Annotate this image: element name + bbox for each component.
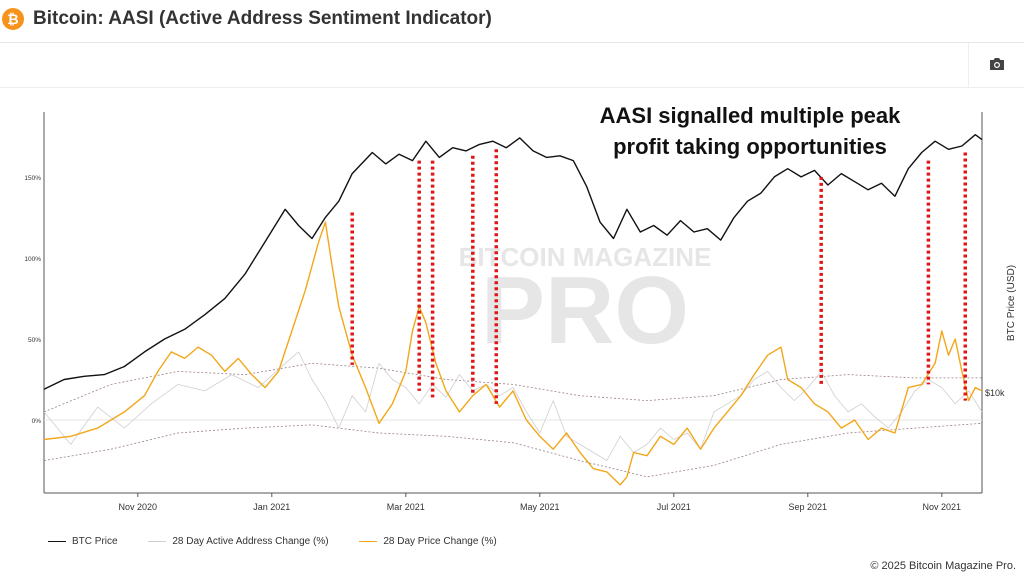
x-tick-label: Jul 2021 (657, 502, 691, 512)
y-tick-label: 150% (24, 175, 41, 182)
legend-label-price-change: 28 Day Price Change (%) (383, 536, 497, 547)
page-title: Bitcoin: AASI (Active Address Sentiment … (33, 8, 492, 29)
legend-item-active-address[interactable]: 28 Day Active Address Change (%) (148, 536, 329, 547)
annotation: AASI signalled multiple peak profit taki… (600, 103, 902, 159)
series-price-change (43, 221, 983, 486)
x-tick-label: Sep 2021 (789, 502, 828, 512)
header: ₿ Bitcoin: AASI (Active Address Sentimen… (0, 0, 1024, 43)
axes: 150% 100% 50% 0% Nov 2020 Jan 2021 Mar 2021 May… (24, 112, 1017, 512)
legend-label-btc: BTC Price (72, 536, 118, 547)
camera-button[interactable] (968, 43, 1024, 87)
x-tick-label: Nov 2021 (923, 502, 962, 512)
chart: BITCOIN MAGAZINE PRO 150% 100% 50% 0% Nov 20… (24, 103, 1017, 512)
legend-swatch-price-change (359, 540, 378, 542)
legend: BTC Price 28 Day Active Address Change (… (48, 536, 525, 547)
watermark-text-main: PRO (481, 257, 689, 364)
watermark-text-top: BITCOIN MAGAZINE (459, 242, 712, 272)
copyright: © 2025 Bitcoin Magazine Pro. (870, 560, 1016, 572)
legend-swatch-active-address (148, 540, 167, 542)
camera-icon (990, 58, 1004, 70)
x-tick-label: Jan 2021 (253, 502, 290, 512)
bitcoin-logo-icon: ₿ (2, 8, 24, 30)
watermark: BITCOIN MAGAZINE PRO (459, 242, 712, 364)
chart-toolbar (0, 43, 1024, 88)
annotation-line-2: profit taking opportunities (613, 134, 887, 159)
y-right-axis-label: BTC Price (USD) (1006, 265, 1017, 341)
peak-markers (350, 149, 967, 404)
series-layer (43, 134, 983, 486)
series-btc-price (43, 134, 983, 390)
series-active-address-change (43, 351, 983, 461)
legend-swatch-btc (48, 540, 66, 542)
annotation-line-1: AASI signalled multiple peak (600, 103, 902, 128)
x-tick-label: Nov 2020 (119, 502, 158, 512)
y-right-tick-label: $10k (985, 388, 1005, 398)
x-tick-label: May 2021 (520, 502, 560, 512)
x-tick-label: Mar 2021 (387, 502, 425, 512)
legend-label-active-address: 28 Day Active Address Change (%) (172, 536, 329, 547)
legend-item-btc[interactable]: BTC Price (48, 536, 118, 547)
y-tick-label: 0% (32, 418, 42, 425)
legend-item-price-change[interactable]: 28 Day Price Change (%) (359, 536, 497, 547)
y-tick-label: 100% (24, 256, 41, 263)
y-tick-label: 50% (28, 337, 41, 344)
series-lower-band (43, 422, 983, 478)
